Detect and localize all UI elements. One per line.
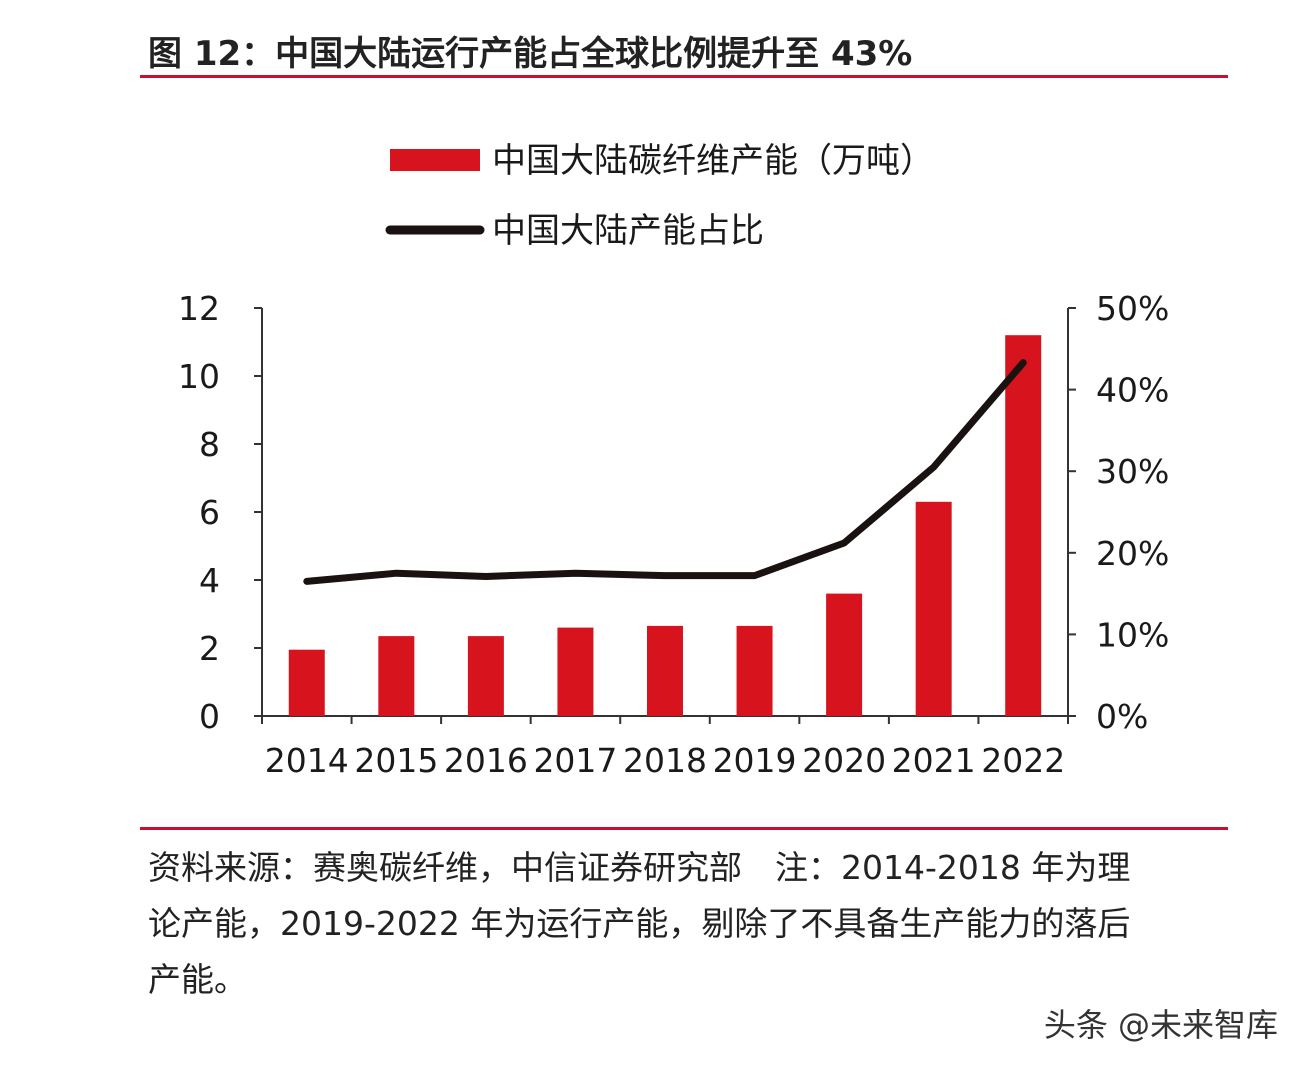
chart-title: 图 12：中国大陆运行产能占全球比例提升至 43% [148, 34, 913, 74]
legend-bar-swatch [390, 149, 480, 171]
line-series [303, 359, 1027, 585]
bar-2018 [647, 625, 683, 716]
x-tick-label: 2020 [802, 741, 886, 780]
y-left-tick-label: 12 [178, 289, 220, 328]
y-right-tick-label: 30% [1096, 452, 1169, 491]
y-left-tick-label: 4 [199, 561, 220, 600]
bar-2021 [915, 501, 952, 716]
x-tick-label: 2019 [713, 741, 797, 780]
x-tick-label: 2016 [444, 741, 528, 780]
footnote-line: 产能。 [148, 960, 247, 999]
x-tick-label: 2021 [892, 741, 976, 780]
bar-2017 [557, 627, 594, 716]
y-left-tick-label: 2 [199, 629, 220, 668]
x-tick-label: 2017 [533, 741, 617, 780]
legend-line-label: 中国大陆产能占比 [492, 211, 764, 251]
bar-2022 [1005, 335, 1042, 716]
x-tick-label: 2018 [623, 741, 707, 780]
legend-bar-label: 中国大陆碳纤维产能（万吨） [492, 141, 934, 181]
y-right-tick-label: 40% [1096, 371, 1169, 410]
title-divider [140, 75, 1228, 78]
y-left-tick-label: 10 [178, 357, 220, 396]
bar-2019 [736, 625, 773, 716]
watermark: 头条 @未来智库 [1043, 1006, 1278, 1044]
x-tick-label: 2015 [354, 741, 438, 780]
legend: 中国大陆碳纤维产能（万吨） 中国大陆产能占比 [385, 141, 934, 251]
y-left-tick-label: 6 [199, 493, 220, 532]
y-right-tick-label: 20% [1096, 534, 1169, 573]
y-left-tick-label: 0 [199, 697, 220, 736]
y-right-tick-label: 10% [1096, 615, 1169, 654]
bar-2020 [826, 593, 863, 716]
bar-2015 [378, 636, 415, 716]
y-right-tick-label: 0% [1096, 697, 1148, 736]
footnote-line: 资料来源：赛奥碳纤维，中信证券研究部 注：2014-2018 年为理 [148, 848, 1131, 887]
x-tick-label: 2022 [981, 741, 1065, 780]
bar-series [288, 335, 1042, 716]
footer-divider [140, 827, 1228, 830]
y-right-tick-label: 50% [1096, 289, 1169, 328]
bar-2014 [288, 649, 325, 716]
footnote-line: 论产能，2019-2022 年为运行产能，剔除了不具备生产能力的落后 [148, 904, 1131, 943]
footnote: 资料来源：赛奥碳纤维，中信证券研究部 注：2014-2018 年为理 论产能，2… [148, 840, 1228, 1008]
x-tick-label: 2014 [265, 741, 349, 780]
y-left-tick-label: 8 [199, 425, 220, 464]
chart: 中国大陆碳纤维产能（万吨） 中国大陆产能占比 0 2 4 6 8 10 12 0% 10% 20% 3… [178, 141, 1169, 780]
bar-2016 [467, 636, 504, 716]
